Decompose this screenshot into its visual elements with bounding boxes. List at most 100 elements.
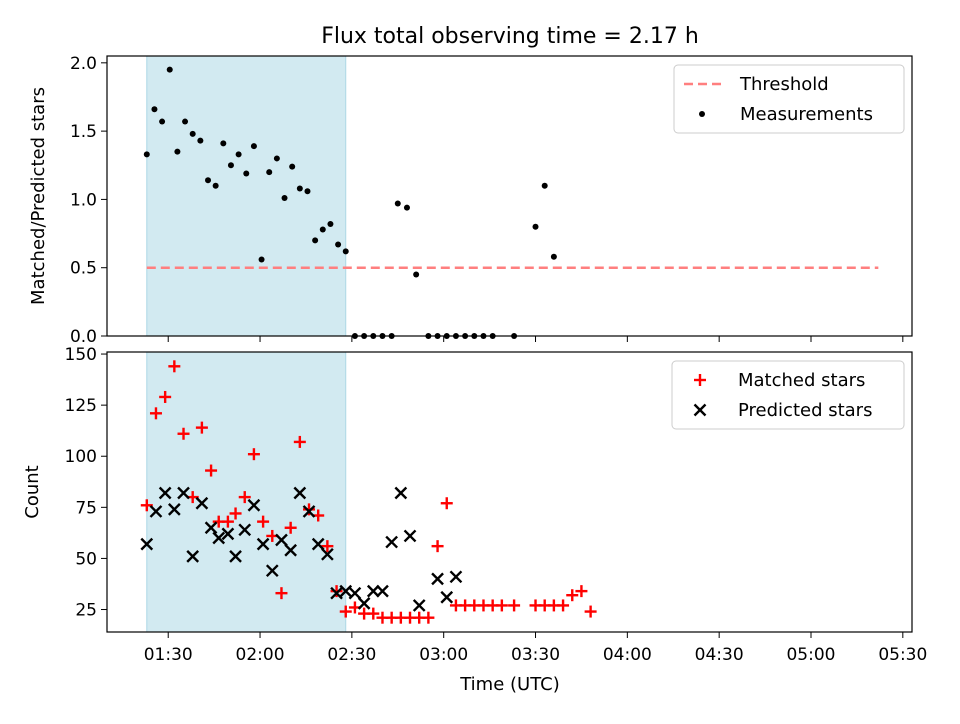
x-tick-label: 03:00 (419, 645, 468, 665)
measurement-point (227, 162, 234, 169)
predicted-star-point (431, 572, 444, 586)
predicted-marker-b (394, 486, 408, 500)
measurement-point (319, 226, 326, 233)
matched-star-point (168, 360, 181, 373)
measurement-point (327, 221, 334, 227)
predicted-star-point (186, 550, 200, 563)
measurement-point (151, 106, 158, 113)
predicted-marker-b (221, 527, 235, 541)
predicted-star-point (449, 570, 463, 584)
y-axis-label: Matched/Predicted stars (28, 87, 49, 305)
predicted-star-point (403, 529, 417, 543)
matched-star-point (284, 521, 297, 534)
measurement-point (342, 248, 349, 255)
predicted-star-point (247, 498, 261, 512)
measurement-point (289, 163, 296, 170)
matched-star-point (205, 464, 218, 477)
measurement-point (182, 118, 189, 125)
predicted-marker-b (357, 597, 371, 610)
matched-star-point (221, 515, 234, 528)
predicted-marker-b (158, 486, 172, 500)
predicted-star-point (158, 486, 172, 500)
matched-star-point (566, 589, 579, 602)
predicted-marker-b (403, 529, 417, 543)
measurement-point (220, 140, 227, 147)
x-tick-label: 01:30 (144, 645, 193, 665)
predicted-star-point (321, 547, 334, 561)
ratio-panel: 0.0 0.5 1.0 1.5 2.0 Matched/Predicted stars Th… (28, 54, 913, 347)
y-tick-label: 50 (75, 549, 97, 569)
matched-star-point (339, 605, 352, 618)
predicted-star-point (221, 527, 235, 541)
predicted-star-point (348, 586, 362, 600)
observing-window-shade (146, 351, 347, 633)
x-tick-label: 03:30 (511, 645, 560, 665)
x-tick-label: 05:30 (878, 645, 927, 665)
predicted-marker-b (348, 586, 362, 600)
matched-star-point (422, 611, 435, 624)
predicted-star-point (284, 543, 297, 557)
y-tick-label: 25 (75, 601, 97, 621)
predicted-marker-b (366, 584, 380, 598)
predicted-marker-b (265, 564, 279, 578)
predicted-star-point (385, 535, 399, 549)
matched-star-point (177, 427, 190, 440)
legend-label: Predicted stars (738, 400, 872, 421)
x-tick-label: 02:30 (327, 645, 376, 665)
matched-star-point (431, 540, 444, 553)
predicted-star-point (330, 586, 343, 600)
matched-star-point (321, 540, 334, 553)
matched-star-point (238, 491, 251, 504)
matched-star-point (303, 503, 316, 516)
measurement-point (532, 223, 539, 230)
matched-star-point (584, 605, 597, 618)
axes-frame (106, 351, 913, 633)
predicted-marker-b (321, 547, 334, 561)
y-tick-label: 100 (65, 447, 97, 467)
y-tick-label: 75 (75, 498, 97, 518)
matched-star-point (275, 587, 288, 600)
predicted-marker-b (449, 570, 463, 584)
measurement-point (541, 182, 548, 189)
predicted-star-point (195, 496, 209, 510)
predicted-star-point (140, 537, 154, 551)
predicted-star-point (265, 564, 279, 578)
legend: Threshold Measurements (673, 64, 905, 134)
measurement-point (550, 253, 557, 260)
matched-star-point (247, 448, 260, 461)
predicted-marker-b (247, 498, 261, 512)
matched-star-point (330, 585, 343, 598)
predicted-marker-b (177, 486, 190, 500)
measurement-point (235, 151, 242, 158)
predicted-marker-b (385, 535, 399, 549)
count-panel: 25 50 75 100 125 150 01:30 02:00 02:30 03:00 03:30… (22, 345, 927, 665)
predicted-marker-b (284, 543, 297, 557)
legend-box (673, 64, 905, 134)
predicted-marker-b (256, 537, 270, 551)
measurement-point (281, 195, 288, 202)
predicted-marker-b (140, 537, 154, 551)
measurement-point (335, 241, 342, 248)
predicted-marker-b (167, 503, 181, 516)
predicted-star-point (394, 486, 408, 500)
predicted-marker-b (339, 584, 353, 598)
y-tick-label: 1.0 (70, 190, 97, 210)
predicted-marker-b (186, 550, 200, 563)
predicted-marker-b (195, 496, 209, 510)
measurement-point (189, 130, 196, 137)
x-tick-label: 04:30 (695, 645, 744, 665)
predicted-star-point (212, 531, 226, 545)
measurement-point (296, 185, 303, 192)
measurement-point (174, 148, 181, 155)
matched-star-point (508, 599, 521, 612)
predicted-marker-b (376, 584, 389, 598)
predicted-marker-b (204, 521, 218, 535)
legend-predicted-swatch-b (693, 403, 707, 417)
predicted-marker-b (229, 550, 242, 563)
predicted-marker-b (302, 505, 316, 518)
measurement-point (205, 177, 212, 184)
measurement-point (304, 188, 311, 195)
measurement-point (250, 143, 257, 150)
axes-frame (106, 55, 913, 337)
